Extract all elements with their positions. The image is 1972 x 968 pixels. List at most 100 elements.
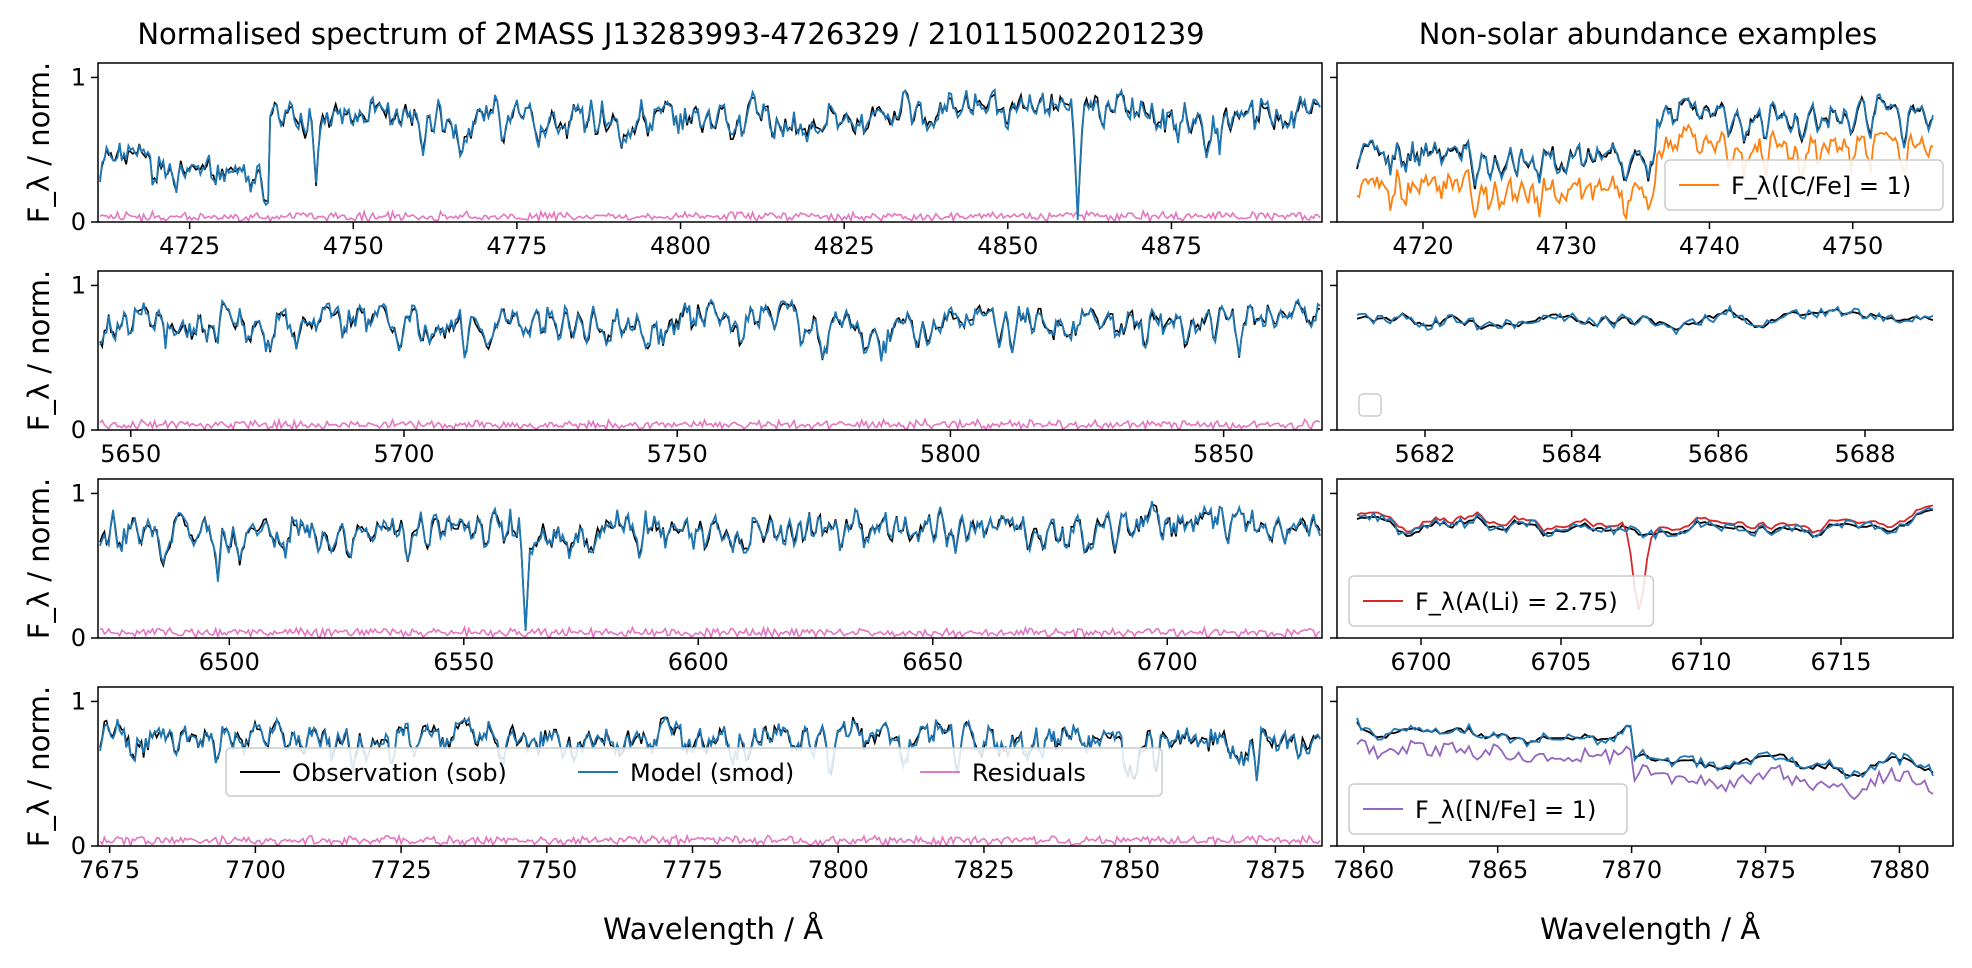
right-panel-1-xtick-label-3: 5688 (1834, 440, 1895, 468)
right-panel-0-legend-box (1664, 159, 1944, 211)
right-panel-3-xtick-label-1: 7865 (1467, 856, 1528, 884)
right-panel-0-series (1356, 93, 1934, 222)
left-panel-ir-xtick-label-2: 7725 (371, 856, 432, 884)
right-panel-1-series (1356, 304, 1934, 336)
right-panel-3-abundance-line (1356, 738, 1934, 801)
left-panel-green-xtick-label-0: 5650 (100, 440, 161, 468)
left-panel-blue-observation-line (99, 89, 1321, 215)
left-panel-red-ytick-label-0: 0 (71, 624, 86, 652)
left-panel-red-model-line (99, 500, 1321, 632)
right-panel-2-xtick-label-3: 6715 (1810, 648, 1871, 676)
right-panel-0-legend-entry: F_λ([C/Fe] = 1) (1731, 172, 1911, 200)
right-panel-0-legend: F_λ([C/Fe] = 1) (1664, 159, 1944, 211)
right-panel-2-frame (1336, 478, 1954, 639)
left-panel-ir-xtick-label-6: 7825 (953, 856, 1014, 884)
right-title: Non-solar abundance examples (1419, 17, 1878, 51)
right-panel-2-xtick-label-0: 6700 (1390, 648, 1451, 676)
right-panel-0-xtick-label-1: 4730 (1536, 232, 1597, 260)
left-panel-blue-series (99, 87, 1321, 222)
left-panel-green-ytick-label-0: 0 (71, 416, 86, 444)
left-panel-red-residuals-line (100, 624, 1321, 638)
left-panel-red-xtick-label-4: 6700 (1137, 648, 1198, 676)
left-panel-blue-xtick-label-6: 4875 (1141, 232, 1202, 260)
x-axis-label-right: Wavelength / Å (1540, 912, 1760, 946)
x-axis-label-left: Wavelength / Å (603, 912, 823, 946)
right-panel-1-xtick-label-0: 5682 (1394, 440, 1455, 468)
left-panel-blue-xtick-label-1: 4750 (323, 232, 384, 260)
right-panel-1: 5682 5684 5686 5688 (1330, 270, 1954, 468)
y-axis-label-0: F_λ / norm. (22, 62, 56, 224)
left-panel-ir-ytick-label-1: 1 (71, 687, 86, 715)
left-panel-green-xtick-label-2: 5750 (647, 440, 708, 468)
right-panel-3-xtick-label-3: 7875 (1735, 856, 1796, 884)
panels-group: 4725 4750 4775 4800 4825 4850 4875 0 1 F_λ / norm… (22, 62, 1954, 884)
left-panel-red-frame (97, 478, 1323, 639)
left-panel-blue-xtick-label-0: 4725 (159, 232, 220, 260)
left-panel-green-xtick-label-1: 5700 (373, 440, 434, 468)
right-panel-2-model-line (1356, 506, 1934, 541)
left-panel-red-xtick-label-2: 6600 (668, 648, 729, 676)
right-panel-0-xtick-label-0: 4720 (1392, 232, 1453, 260)
left-panel-blue-xtick-label-2: 4775 (486, 232, 547, 260)
right-panel-3-series (1356, 717, 1934, 801)
left-panel-red-xtick-label-0: 6500 (199, 648, 260, 676)
right-panel-1-observation-line (1356, 308, 1934, 331)
right-panel-0-xtick-label-3: 4750 (1822, 232, 1883, 260)
left-panel-ir-ytick-label-0: 0 (71, 832, 86, 860)
right-panel-2-observation-line (1356, 509, 1934, 538)
right-panel-3-model-line (1356, 717, 1934, 780)
main-legend-entry-1: Model (smod) (630, 759, 794, 787)
left-panel-red-series (99, 500, 1321, 638)
right-panel-3-xtick-label-4: 7880 (1869, 856, 1930, 884)
left-panel-blue-xtick-label-3: 4800 (650, 232, 711, 260)
right-panel-2-legend-entry: F_λ(A(Li) = 2.75) (1415, 588, 1618, 616)
y-axis-label-1: F_λ / norm. (22, 270, 56, 432)
main-legend-entry-2: Residuals (972, 759, 1086, 787)
left-panel-green-xtick-label-4: 5850 (1193, 440, 1254, 468)
right-panel-0: 4720 4730 4740 4750 F_λ([C/Fe] = 1) (1330, 62, 1954, 260)
left-panel-ir-residuals-line (99, 833, 1321, 846)
right-panel-2-legend-box (1348, 575, 1655, 627)
left-panel-blue-ytick-label-1: 1 (71, 63, 86, 91)
y-axis-label-3: F_λ / norm. (22, 686, 56, 848)
left-panel-green-ytick-label-1: 1 (71, 271, 86, 299)
right-panel-1-legend-box-empty (1358, 393, 1382, 417)
left-panel-red-ytick-label-1: 1 (71, 479, 86, 507)
left-panel-ir-xtick-label-5: 7800 (808, 856, 869, 884)
right-panel-3: 7860 7865 7870 7875 7880 F_λ([N/Fe] = 1) (1330, 686, 1954, 884)
left-panel-green-xtick-label-3: 5800 (920, 440, 981, 468)
left-panel-blue-frame (97, 62, 1323, 223)
main-legend: Observation (sob) Model (smod) Residuals (225, 747, 1163, 797)
y-axis-label-2: F_λ / norm. (22, 478, 56, 640)
right-panel-3-xtick-label-0: 7860 (1333, 856, 1394, 884)
left-panel-ir-xtick-label-0: 7675 (79, 856, 140, 884)
left-panel-green-residuals-line (99, 417, 1321, 430)
left-panel-red-xtick-label-3: 6650 (902, 648, 963, 676)
left-panel-ir: 7675 7700 7725 7750 7775 7800 7825 7850 7875 0 1 F_… (22, 686, 1323, 884)
right-panel-1-frame (1336, 270, 1954, 431)
right-panel-3-legend-entry: F_λ([N/Fe] = 1) (1415, 796, 1596, 824)
left-panel-green-model-line (99, 298, 1321, 362)
left-panel-green-frame (97, 270, 1323, 431)
left-panel-green-series (99, 298, 1321, 430)
left-title: Normalised spectrum of 2MASS J13283993-4… (137, 17, 1204, 51)
right-panel-1-legend (1358, 393, 1382, 417)
left-panel-blue-model-line (99, 87, 1321, 221)
left-panel-ir-frame (97, 686, 1323, 847)
right-panel-0-abundance-line (1356, 123, 1934, 222)
right-panel-2-xtick-label-2: 6710 (1670, 648, 1731, 676)
left-panel-ir-xtick-label-1: 7700 (225, 856, 286, 884)
left-panel-blue: 4725 4750 4775 4800 4825 4850 4875 0 1 F_λ / norm… (22, 62, 1323, 260)
right-panel-0-model-line (1356, 93, 1934, 186)
right-panel-3-xtick-label-2: 7870 (1601, 856, 1662, 884)
left-panel-red-xtick-label-1: 6550 (433, 648, 494, 676)
right-panel-0-xtick-label-2: 4740 (1679, 232, 1740, 260)
right-panel-1-xtick-label-2: 5686 (1688, 440, 1749, 468)
right-panel-3-observation-line (1356, 721, 1934, 778)
right-panel-3-legend: F_λ([N/Fe] = 1) (1348, 783, 1628, 835)
right-panel-2: 6700 6705 6710 6715 F_λ(A(Li) = 2.75) (1330, 478, 1954, 676)
main-legend-entry-0: Observation (sob) (292, 759, 507, 787)
left-panel-ir-xtick-label-8: 7875 (1245, 856, 1306, 884)
right-panel-1-xtick-label-1: 5684 (1541, 440, 1602, 468)
